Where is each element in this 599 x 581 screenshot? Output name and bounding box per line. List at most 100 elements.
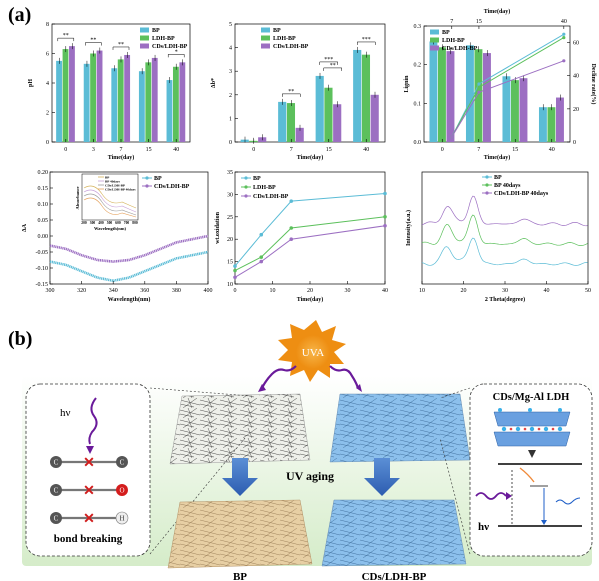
break-cross-1: ✕ (83, 456, 95, 471)
y-tick-label: 0.00 (38, 234, 49, 240)
hv-label-left: hν (60, 407, 71, 419)
bar (295, 127, 304, 142)
inset-x-tick-label: 800 (132, 221, 138, 225)
x-tick-label: 15 (326, 147, 332, 153)
legend-marker (485, 183, 489, 187)
legend-label: BP 40days (494, 183, 521, 189)
cds-ldh-bp-paper-aged (321, 499, 467, 567)
decline-rate-point (477, 85, 481, 89)
uv-ray-right-head (356, 384, 362, 392)
legend-swatch (430, 37, 439, 43)
x-tick-label: 15 (146, 147, 152, 153)
decline-rate-point (450, 135, 454, 139)
ph-x-axis-label: Time(day) (108, 154, 135, 161)
bar (519, 78, 528, 142)
legend-swatch (261, 43, 270, 49)
atom-c-1a-label: C (54, 459, 59, 467)
bar (510, 80, 519, 142)
legend-label: CDs/LDH-BP (152, 44, 188, 50)
y-tick-label: 5 (229, 22, 232, 28)
y-tick-label: -0.05 (36, 250, 49, 256)
aging-arrow-left (222, 458, 258, 496)
significance-bracket (282, 93, 301, 97)
photon-wave-right-head (506, 492, 512, 500)
xrd-pattern-line (421, 214, 588, 246)
uva-sun: UVA (278, 320, 346, 382)
bar (258, 137, 267, 142)
cds-ldh-bp-label: CDs/LDH-BP (362, 571, 427, 581)
lignin-x-axis-label: Time(day) (484, 154, 511, 161)
bar (62, 49, 69, 143)
bp-label: BP (233, 571, 247, 581)
oxidation-point (233, 264, 237, 268)
decline-rate-point (477, 82, 481, 86)
legend-swatch (140, 27, 149, 33)
significance-bracket (112, 46, 130, 50)
bar (465, 45, 474, 143)
bar (315, 75, 324, 142)
oxidation-point (259, 232, 264, 237)
xrd-pattern-line (421, 195, 588, 227)
bp-paper-before (169, 393, 311, 465)
legend-label: CDs/LDH-BP (253, 194, 289, 200)
db-plot-frame (234, 23, 386, 143)
legend-swatch (430, 45, 439, 51)
y-tick-label: 0.2 (414, 63, 422, 69)
x-tick-label: 360 (140, 288, 149, 294)
bar (324, 87, 333, 142)
significance-bracket (323, 67, 342, 71)
oxidation-x-axis-label: Time(day) (297, 296, 324, 303)
y-tick-label: 2 (46, 111, 49, 117)
bar (117, 59, 124, 142)
bar (90, 53, 97, 142)
inset-legend-label: BP 40days (105, 180, 121, 184)
lignin-y-axis-label: Lignin (404, 75, 410, 93)
x-tick-label: 10 (419, 288, 425, 294)
oxidation-series-line (234, 225, 386, 278)
bar (446, 51, 455, 143)
y-tick-label: 1 (229, 116, 232, 122)
atom-c-2-label: C (54, 487, 59, 495)
significance-label: ** (288, 89, 294, 95)
inset-x-tick-label: 700 (124, 221, 130, 225)
bar (502, 76, 511, 142)
decline-rate-point (562, 32, 566, 36)
bar (361, 54, 371, 142)
y-tick-label: 0 (46, 140, 49, 146)
y-tick-label: 4 (229, 46, 232, 52)
legend-marker (145, 176, 149, 180)
x2-tick-label: 7 (450, 19, 453, 25)
legend-label: BP (442, 30, 450, 36)
decline-rate-point (562, 36, 566, 40)
cds-ldh-bp-paper-before (329, 393, 471, 463)
legend-marker (244, 176, 248, 180)
legend-label: BP (253, 176, 261, 182)
x-tick-label: 300 (46, 288, 55, 294)
legend-label: BP (152, 28, 160, 34)
y-right-tick-label: 0 (573, 140, 576, 146)
atom-c-1b-label: C (120, 459, 125, 467)
y-tick-label: 0.10 (38, 202, 49, 208)
break-cross-2: ✕ (83, 484, 95, 499)
atom-c-3 (50, 512, 62, 524)
atom-c-3-label: C (54, 515, 59, 523)
legend-swatch (140, 43, 149, 49)
uv-aging-label: UV aging (286, 469, 334, 483)
bond-breaking-label: bond breaking (54, 533, 123, 545)
y-tick-label: 35 (227, 170, 233, 176)
bar (166, 80, 173, 142)
y-tick-label: 3 (229, 69, 232, 75)
bar (240, 139, 249, 142)
inset-x-tick-label: 600 (115, 221, 121, 225)
y-right-tick-label: 40 (573, 74, 579, 80)
bar (138, 71, 145, 142)
oxidation-series-line (234, 216, 386, 272)
x-tick-label: 10 (270, 288, 276, 294)
x-tick-label: 40 (544, 288, 550, 294)
x-tick-label: 7 (290, 147, 293, 153)
x-tick-label: 40 (549, 147, 555, 153)
bar (151, 57, 158, 142)
y-tick-label: 0.20 (38, 170, 49, 176)
legend-swatch (140, 35, 149, 41)
